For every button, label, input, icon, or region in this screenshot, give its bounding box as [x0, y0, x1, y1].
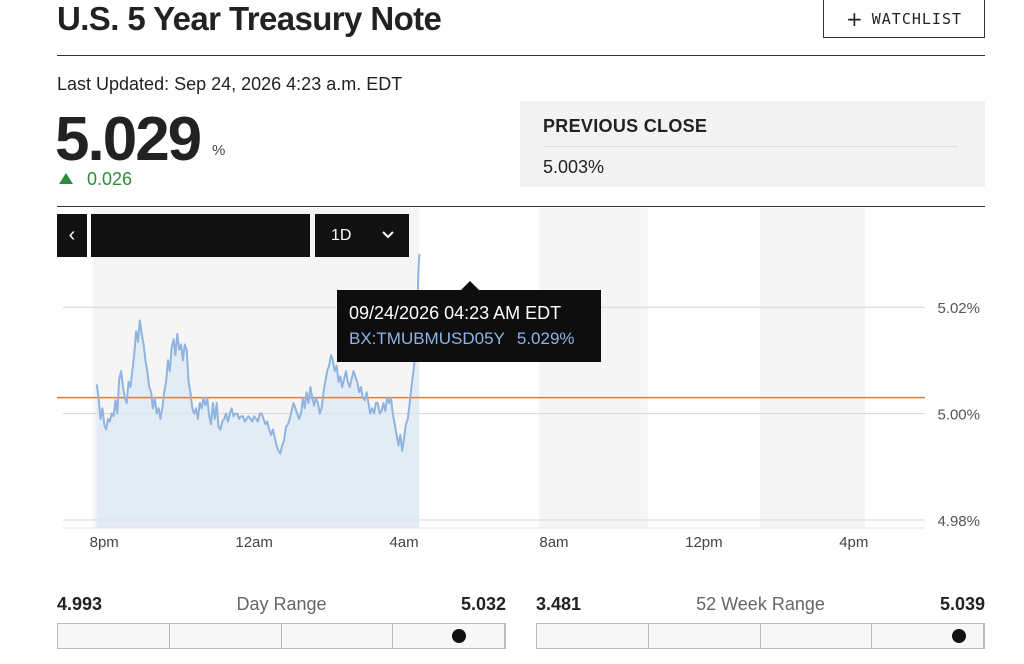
day-range-bar	[57, 623, 506, 649]
chart-timeframe-dropdown[interactable]: 1D	[315, 214, 409, 257]
week52-range-high: 5.039	[939, 594, 985, 614]
day-range-high: 5.032	[460, 594, 506, 614]
tooltip-caret	[461, 281, 479, 290]
chart-tooltip: 09/24/2026 04:23 AM EDT BX:TMUBMUSD05Y 5.…	[337, 281, 601, 362]
week52-range-label: 52 Week Range	[696, 594, 825, 614]
y-tick-label: 4.98%	[937, 513, 980, 530]
previous-close-label: PREVIOUS CLOSE	[543, 116, 708, 136]
quote-change: 0.026	[59, 169, 132, 190]
range-segment	[537, 624, 649, 648]
last-updated: Last Updated: Sep 24, 2026 4:23 a.m. EDT	[57, 74, 403, 94]
week52-range-low: 3.481	[536, 594, 582, 614]
range-segment	[170, 624, 282, 648]
week52-range-bar	[536, 623, 985, 649]
day-range-low: 4.993	[57, 594, 103, 614]
range-segment	[58, 624, 170, 648]
chevron-left-icon: ‹	[68, 224, 76, 246]
x-tick-label: 12pm	[685, 534, 723, 551]
chart-divider	[57, 206, 985, 207]
session-band	[760, 208, 866, 528]
price-area	[96, 254, 420, 528]
timeframe-value: 1D	[331, 226, 352, 244]
tooltip-value: 5.029%	[516, 329, 575, 348]
chart-previous-button[interactable]: ‹	[57, 214, 87, 257]
y-tick-label: 5.00%	[937, 407, 980, 424]
range-segment	[649, 624, 761, 648]
up-arrow-icon	[59, 173, 73, 184]
quote-change-value: 0.026	[87, 169, 133, 189]
tooltip-series: BX:TMUBMUSD05Y 5.029%	[349, 329, 601, 349]
x-tick-label: 4am	[389, 534, 418, 551]
watchlist-label: WATCHLIST	[871, 9, 963, 28]
chart-comparison-selector[interactable]	[91, 214, 310, 257]
x-tick-label: 12am	[235, 534, 273, 551]
chevron-down-icon	[382, 231, 394, 239]
y-tick-label: 5.02%	[937, 300, 980, 317]
quote-price-unit: %	[212, 142, 226, 159]
page-title: U.S. 5 Year Treasury Note	[57, 0, 442, 37]
x-tick-label: 8am	[539, 534, 568, 551]
range-segment	[761, 624, 873, 648]
week52-range-marker	[952, 629, 967, 643]
x-tick-label: 8pm	[90, 534, 119, 551]
range-segment	[282, 624, 394, 648]
x-tick-label: 4pm	[839, 534, 868, 551]
add-to-watchlist-button[interactable]: + WATCHLIST	[823, 0, 985, 38]
tooltip-datetime: 09/24/2026 04:23 AM EDT	[349, 303, 562, 323]
previous-close-value: 5.003%	[543, 157, 605, 177]
range-segment	[393, 624, 505, 648]
day-range-marker	[452, 629, 467, 643]
range-segment	[872, 624, 984, 648]
day-range-label: Day Range	[236, 594, 327, 614]
plus-icon: +	[845, 6, 864, 31]
price-line	[95, 253, 421, 455]
previous-close-panel: PREVIOUS CLOSE 5.003%	[520, 101, 985, 187]
quote-price: 5.029	[55, 105, 202, 174]
tooltip-symbol: BX:TMUBMUSD05Y	[349, 329, 505, 348]
previous-close-divider	[543, 146, 958, 147]
header-divider	[57, 55, 985, 56]
session-band	[538, 208, 648, 528]
